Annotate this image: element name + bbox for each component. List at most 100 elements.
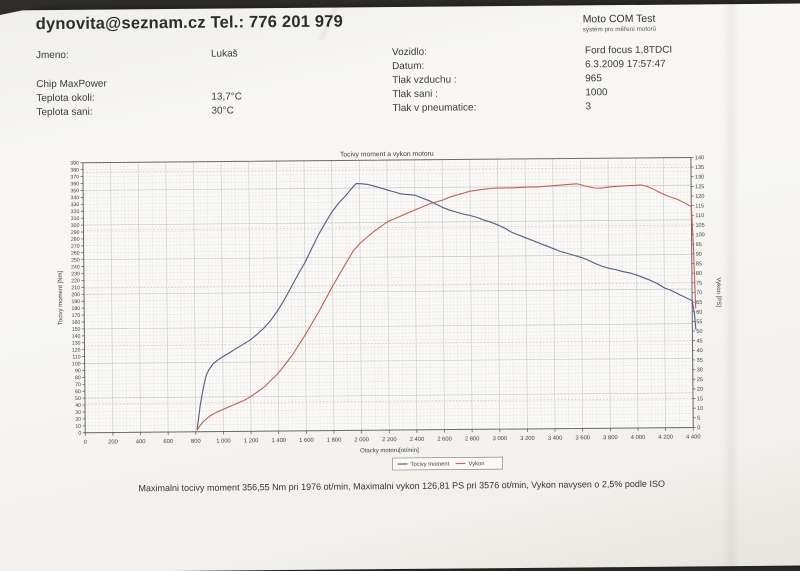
field-label-datum: Datum: [392, 60, 425, 73]
svg-text:4 400: 4 400 [686, 434, 701, 440]
svg-text:70: 70 [75, 382, 81, 388]
svg-text:75: 75 [696, 281, 702, 287]
svg-text:20: 20 [697, 387, 703, 393]
svg-text:290: 290 [71, 230, 80, 236]
svg-text:15: 15 [697, 396, 703, 402]
svg-text:Vykon [PS]: Vykon [PS] [715, 277, 721, 307]
svg-text:360: 360 [70, 181, 79, 187]
field-value-teplota-okoli: 13,7°C [211, 91, 243, 103]
scanner-corner-shadow [0, 0, 72, 15]
svg-text:Vykon: Vykon [469, 461, 485, 467]
svg-text:370: 370 [70, 174, 79, 180]
svg-text:310: 310 [71, 216, 80, 222]
svg-text:160: 160 [72, 320, 81, 326]
svg-text:3 800: 3 800 [603, 435, 618, 441]
svg-text:3 400: 3 400 [548, 436, 563, 442]
svg-text:Otacky motoru[ot/min]: Otacky motoru[ot/min] [360, 448, 419, 455]
svg-text:2 400: 2 400 [410, 437, 425, 443]
svg-text:270: 270 [71, 244, 80, 250]
field-label-tlak-sani: Tlak sani : [392, 88, 438, 101]
svg-text:120: 120 [695, 194, 704, 200]
paper-crease-vertical [722, 0, 740, 571]
svg-text:2 600: 2 600 [437, 437, 452, 443]
field-label-teplota-okoli: Teplota okoli: [36, 92, 95, 105]
svg-text:250: 250 [71, 258, 80, 264]
field-label-teplota-sani: Teplota sani: [36, 106, 93, 119]
field-label-tlak-vzduchu: Tlak vzduchu : [392, 74, 457, 87]
svg-text:35: 35 [697, 358, 703, 364]
svg-text:0: 0 [697, 425, 700, 431]
svg-text:3 600: 3 600 [575, 435, 590, 441]
svg-text:170: 170 [72, 313, 81, 319]
svg-text:1 000: 1 000 [216, 438, 231, 444]
contact-header: dynovita@seznam.cz Tel.: 776 201 979 [35, 12, 344, 34]
svg-text:65: 65 [696, 300, 702, 306]
svg-text:400: 400 [136, 439, 146, 445]
svg-text:60: 60 [75, 389, 81, 395]
svg-text:140: 140 [695, 155, 704, 161]
svg-text:240: 240 [71, 264, 80, 270]
svg-text:100: 100 [72, 361, 81, 367]
svg-text:135: 135 [695, 165, 704, 171]
svg-text:105: 105 [695, 223, 704, 229]
svg-text:40: 40 [697, 348, 703, 354]
svg-text:55: 55 [696, 319, 702, 325]
field-value-datum: 6.3.2009 17:57:47 [585, 58, 666, 71]
field-label-jmeno: Jmeno: [35, 49, 69, 62]
paper-sheet: dynovita@seznam.cz Tel.: 776 201 979 Mot… [0, 3, 800, 571]
field-value-teplota-sani: 30°C [211, 105, 234, 117]
svg-text:0: 0 [84, 440, 87, 446]
svg-text:125: 125 [695, 184, 704, 190]
svg-text:50: 50 [75, 396, 81, 402]
app-title: Moto COM Test [582, 12, 656, 26]
svg-text:280: 280 [71, 237, 80, 243]
svg-text:340: 340 [71, 195, 80, 201]
svg-text:130: 130 [695, 175, 704, 181]
svg-text:200: 200 [71, 292, 80, 298]
svg-text:330: 330 [71, 202, 80, 208]
field-value-tlak-vzduchu: 965 [585, 73, 602, 85]
svg-text:130: 130 [72, 341, 81, 347]
svg-text:40: 40 [75, 403, 81, 409]
app-subtitle: systém pro měření motorů [582, 25, 657, 34]
field-label-tlak-pneumatice: Tlak v pneumatice: [392, 102, 477, 115]
svg-text:600: 600 [163, 439, 173, 445]
svg-text:4 000: 4 000 [631, 435, 646, 441]
svg-text:1 200: 1 200 [244, 438, 259, 444]
dyno-chart-canvas: 0102030405060708090100110120130140150160… [58, 151, 721, 471]
svg-text:220: 220 [71, 278, 80, 284]
svg-text:150: 150 [72, 327, 81, 333]
svg-text:100: 100 [696, 232, 705, 238]
field-value-jmeno: Lukaš [210, 48, 238, 60]
svg-text:115: 115 [695, 203, 704, 209]
svg-text:180: 180 [71, 306, 80, 312]
svg-text:4 200: 4 200 [658, 435, 673, 441]
svg-text:230: 230 [71, 271, 80, 277]
svg-text:3 000: 3 000 [493, 436, 508, 442]
svg-text:60: 60 [696, 310, 702, 316]
svg-text:20: 20 [75, 417, 81, 423]
svg-text:350: 350 [70, 188, 79, 194]
svg-text:10: 10 [697, 406, 703, 412]
svg-text:190: 190 [71, 299, 80, 305]
svg-text:200: 200 [108, 439, 118, 445]
svg-text:25: 25 [697, 377, 703, 383]
svg-text:10: 10 [75, 424, 81, 430]
svg-text:Tocivy moment: Tocivy moment [411, 462, 450, 468]
svg-text:45: 45 [696, 338, 702, 344]
svg-text:3 200: 3 200 [520, 436, 535, 442]
svg-text:30: 30 [697, 367, 703, 373]
field-value-tlak-sani: 1000 [585, 87, 608, 99]
svg-text:210: 210 [71, 285, 80, 291]
svg-text:2 800: 2 800 [465, 436, 480, 442]
svg-text:120: 120 [72, 348, 81, 354]
svg-text:320: 320 [71, 209, 80, 215]
svg-text:30: 30 [75, 410, 81, 416]
svg-text:300: 300 [71, 223, 80, 229]
svg-text:90: 90 [696, 252, 702, 258]
svg-text:70: 70 [696, 290, 702, 296]
paper-crease-diagonal [300, 0, 360, 40]
svg-text:90: 90 [75, 368, 81, 374]
